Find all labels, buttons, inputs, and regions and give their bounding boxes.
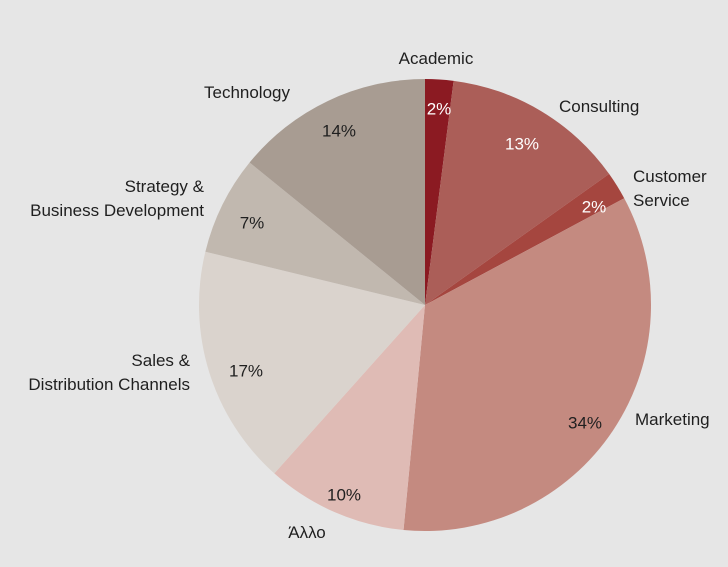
- category-label-line: Strategy &: [125, 177, 205, 196]
- category-label: Άλλο: [288, 523, 326, 542]
- pie-slice-8: [249, 79, 425, 305]
- category-label: Sales & Distribution Channels: [28, 351, 190, 394]
- percent-label: 34%: [568, 413, 602, 432]
- percent-label: 14%: [322, 121, 356, 140]
- pie-slice-4: [403, 198, 652, 532]
- category-label: Consulting: [559, 97, 639, 116]
- percent-label: 7%: [240, 213, 265, 232]
- category-label: Technology: [204, 83, 291, 102]
- pie-slice-1: [425, 79, 454, 305]
- percent-label: 10%: [327, 485, 361, 504]
- category-label: Academic: [399, 49, 474, 68]
- pie-slice-6: [198, 251, 425, 474]
- category-label-line: Service: [633, 191, 690, 210]
- category-label-line: Consulting: [559, 97, 639, 116]
- pie-slice-7: [205, 162, 425, 305]
- category-label: Strategy & Business Development: [30, 177, 205, 220]
- percent-label: 2%: [582, 197, 607, 216]
- category-labels: Academic Consulting Customer Service Marketi…: [28, 49, 709, 542]
- percent-label: 2%: [427, 99, 452, 118]
- percent-label: 17%: [229, 361, 263, 380]
- pie-slice-5: [274, 305, 425, 530]
- category-label-line: Άλλο: [288, 523, 326, 542]
- category-label-line: Marketing: [635, 410, 710, 429]
- percent-labels: 2% 13% 2% 34% 10% 17% 7% 14%: [229, 99, 606, 504]
- category-label-line: Academic: [399, 49, 474, 68]
- category-label-line: Customer: [633, 167, 707, 186]
- pie-slices: [198, 79, 652, 532]
- category-label: Marketing: [635, 410, 710, 429]
- category-label-line: Distribution Channels: [28, 375, 190, 394]
- category-label-line: Business Development: [30, 201, 204, 220]
- category-label: Customer Service: [633, 167, 707, 210]
- percent-label: 13%: [505, 134, 539, 153]
- pie-slice-2: [425, 80, 610, 305]
- category-label-line: Technology: [204, 83, 291, 102]
- pie-slice-3: [425, 173, 625, 305]
- category-label-line: Sales &: [131, 351, 190, 370]
